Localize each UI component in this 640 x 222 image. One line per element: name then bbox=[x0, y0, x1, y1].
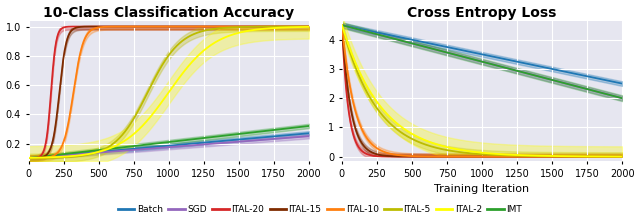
ITAL-15 bbox=[212, 25, 220, 28]
X-axis label: Training Iteration: Training Iteration bbox=[435, 184, 529, 194]
ITAL-15 bbox=[74, 26, 82, 28]
ITAL-2 bbox=[190, 59, 198, 61]
Line: ITAL-20: ITAL-20 bbox=[29, 27, 308, 158]
ITAL-20 bbox=[141, 25, 148, 28]
Batch bbox=[212, 140, 220, 143]
SGD bbox=[236, 140, 243, 143]
ITAL-5 bbox=[74, 155, 82, 158]
IMT bbox=[25, 157, 33, 159]
ITAL-15 bbox=[190, 25, 198, 28]
SGD bbox=[305, 135, 312, 138]
ITAL-10 bbox=[212, 25, 220, 28]
ITAL-10 bbox=[74, 62, 82, 65]
ITAL-10 bbox=[253, 25, 261, 28]
ITAL-15 bbox=[184, 25, 192, 28]
ITAL-5 bbox=[190, 33, 198, 36]
Batch bbox=[152, 146, 159, 148]
ITAL-20 bbox=[152, 25, 159, 28]
IMT bbox=[236, 133, 243, 135]
Legend: Batch, SGD, ITAL-20, ITAL-15, ITAL-10, ITAL-5, ITAL-2, IMT: Batch, SGD, ITAL-20, ITAL-15, ITAL-10, I… bbox=[115, 201, 525, 218]
Batch bbox=[305, 132, 312, 135]
Batch bbox=[236, 138, 243, 141]
ITAL-5 bbox=[97, 150, 104, 152]
SGD bbox=[97, 151, 104, 154]
Title: Cross Entropy Loss: Cross Entropy Loss bbox=[407, 6, 557, 20]
ITAL-20 bbox=[25, 157, 33, 159]
ITAL-5 bbox=[212, 27, 220, 30]
SGD bbox=[25, 157, 33, 159]
IMT bbox=[152, 142, 159, 145]
ITAL-20 bbox=[212, 25, 220, 28]
Line: ITAL-10: ITAL-10 bbox=[29, 27, 308, 158]
ITAL-10 bbox=[190, 25, 198, 28]
IMT bbox=[212, 135, 220, 138]
Line: ITAL-2: ITAL-2 bbox=[29, 27, 308, 158]
Line: SGD: SGD bbox=[29, 136, 308, 158]
ITAL-5 bbox=[152, 76, 159, 79]
ITAL-5 bbox=[25, 157, 33, 159]
SGD bbox=[74, 153, 82, 156]
ITAL-10 bbox=[152, 25, 159, 28]
ITAL-20 bbox=[305, 25, 312, 28]
Line: ITAL-15: ITAL-15 bbox=[29, 27, 308, 158]
ITAL-10 bbox=[236, 25, 243, 28]
ITAL-2 bbox=[212, 41, 220, 43]
Batch bbox=[25, 157, 33, 159]
ITAL-2 bbox=[25, 157, 33, 159]
ITAL-10 bbox=[25, 157, 33, 159]
IMT bbox=[190, 138, 198, 141]
ITAL-20 bbox=[97, 25, 104, 28]
ITAL-2 bbox=[74, 154, 82, 157]
ITAL-20 bbox=[74, 25, 82, 28]
ITAL-2 bbox=[305, 26, 312, 28]
IMT bbox=[97, 149, 104, 151]
Batch bbox=[74, 152, 82, 155]
ITAL-15 bbox=[152, 25, 159, 28]
Line: Batch: Batch bbox=[29, 133, 308, 158]
ITAL-10 bbox=[305, 25, 312, 28]
Batch bbox=[97, 151, 104, 153]
ITAL-2 bbox=[152, 109, 159, 112]
ITAL-15 bbox=[97, 25, 104, 28]
ITAL-2 bbox=[236, 31, 243, 34]
SGD bbox=[212, 142, 220, 145]
SGD bbox=[152, 147, 159, 150]
ITAL-15 bbox=[236, 25, 244, 28]
Line: ITAL-5: ITAL-5 bbox=[29, 27, 308, 158]
ITAL-20 bbox=[236, 25, 244, 28]
Batch bbox=[190, 142, 198, 145]
ITAL-2 bbox=[97, 150, 104, 153]
Line: IMT: IMT bbox=[29, 126, 308, 158]
IMT bbox=[305, 125, 312, 127]
Title: 10-Class Classification Accuracy: 10-Class Classification Accuracy bbox=[43, 6, 294, 20]
SGD bbox=[190, 144, 198, 147]
ITAL-10 bbox=[97, 26, 104, 28]
ITAL-5 bbox=[236, 26, 243, 28]
ITAL-15 bbox=[25, 157, 33, 159]
ITAL-15 bbox=[305, 25, 312, 28]
IMT bbox=[74, 151, 82, 154]
ITAL-5 bbox=[305, 25, 312, 28]
ITAL-20 bbox=[190, 25, 198, 28]
